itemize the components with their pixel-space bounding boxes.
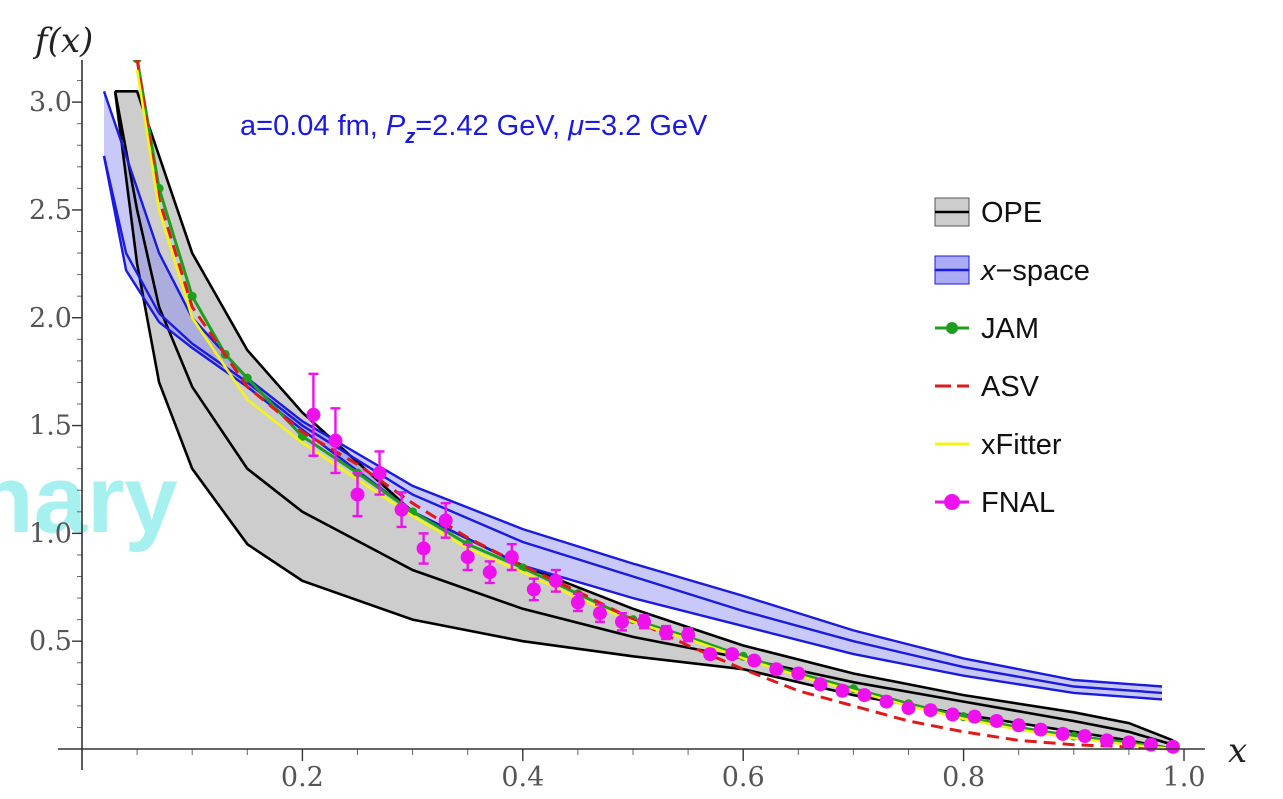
fnal-point <box>438 513 453 528</box>
fnal-point <box>681 627 696 642</box>
fnal-point <box>1099 733 1114 748</box>
fnal-point <box>637 614 652 629</box>
fnal-point <box>372 466 387 480</box>
x-space-band-fill <box>104 91 1162 700</box>
jam-point <box>187 291 197 301</box>
legend-marker-fnal <box>944 494 960 510</box>
x-tick-label: 0.6 <box>722 762 765 793</box>
fnal-points <box>306 372 1180 754</box>
fnal-point <box>835 683 850 698</box>
fnal-point <box>592 606 607 621</box>
fnal-point <box>813 677 828 692</box>
legend: OPE x−space JAM ASV xFitter FNAL <box>934 197 1090 519</box>
fnal-point <box>614 614 629 629</box>
fnal-point <box>967 709 982 724</box>
fnal-point <box>350 487 365 502</box>
y-tick-label: 2.0 <box>29 303 72 334</box>
fnal-point <box>1165 739 1180 754</box>
y-tick-label: 1.0 <box>29 518 72 549</box>
legend-label-x-space: x−space <box>979 255 1090 287</box>
y-tick-label: 0.5 <box>29 626 72 657</box>
fnal-point <box>703 647 718 662</box>
fnal-point <box>482 565 497 580</box>
fnal-point <box>548 573 563 588</box>
x-tick-label: 1.0 <box>1163 762 1206 793</box>
legend-label-jam: JAM <box>981 313 1039 345</box>
ope-band-fill <box>115 91 1174 750</box>
legend-label-ope: OPE <box>981 197 1042 229</box>
y-tick-label: 3.0 <box>29 87 72 118</box>
fnal-point <box>1121 735 1136 750</box>
parameters-annotation: a=0.04 fm, Pz=2.42 GeV, μ=3.2 GeV <box>240 110 708 148</box>
x-space-central-line <box>102 155 1163 695</box>
y-axis-title: f(x) <box>32 21 93 61</box>
fnal-point <box>526 582 541 597</box>
fnal-point <box>725 647 740 662</box>
fnal-point <box>570 595 585 610</box>
fnal-point <box>769 662 784 677</box>
fnal-point <box>791 666 806 681</box>
fnal-point <box>460 550 475 565</box>
asv-line <box>135 60 1174 751</box>
legend-label-asv: ASV <box>981 371 1040 403</box>
fnal-point <box>504 550 519 565</box>
watermark-text: nary <box>0 446 178 553</box>
fnal-point <box>659 625 674 640</box>
fnal-point <box>1011 718 1026 733</box>
fnal-point <box>328 433 343 448</box>
ope-central-line <box>113 91 1174 746</box>
fnal-point <box>1143 737 1158 752</box>
y-tick-label: 2.5 <box>29 195 72 226</box>
x-axis-title: x <box>1228 731 1247 771</box>
fnal-point <box>923 703 938 718</box>
x-space-upper-line <box>102 90 1163 688</box>
fnal-point <box>416 541 431 556</box>
jam-point <box>242 373 252 383</box>
fnal-point <box>306 407 321 422</box>
x-tick-label: 0.8 <box>942 762 985 793</box>
fnal-point <box>989 713 1004 728</box>
y-tick-label: 1.5 <box>29 411 72 442</box>
fnal-point <box>879 694 894 709</box>
fnal-point <box>394 502 409 517</box>
legend-label-xfitter: xFitter <box>981 429 1062 461</box>
fnal-point <box>1077 729 1092 744</box>
fnal-point <box>901 701 916 716</box>
fnal-point <box>1033 722 1048 737</box>
legend-marker-jam <box>946 322 958 334</box>
uncertainty-bands <box>104 91 1174 750</box>
x-tick-label: 0.4 <box>501 762 544 793</box>
axis-ticks: 0.2 0.4 0.6 0.8 1.0 0.5 1.0 1.5 2.0 2.5 3.0 <box>29 80 1206 793</box>
fnal-point <box>1055 726 1070 741</box>
fnal-point <box>747 653 762 668</box>
legend-label-fnal: FNAL <box>981 487 1055 519</box>
fnal-point <box>945 707 960 722</box>
x-tick-label: 0.2 <box>281 762 324 793</box>
fnal-point <box>857 688 872 703</box>
